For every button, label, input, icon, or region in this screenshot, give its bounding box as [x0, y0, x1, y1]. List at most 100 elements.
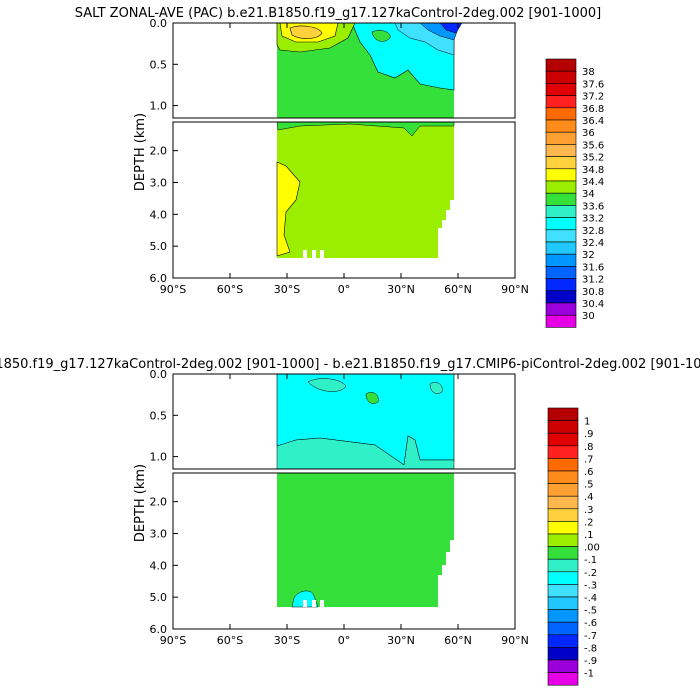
panel-2-upper-field — [276, 374, 455, 469]
colorbar-label: -.8 — [584, 643, 597, 654]
panel-2-lower-field — [277, 473, 454, 608]
y-tick-label: 2.0 — [150, 496, 168, 509]
colorbar-label: .7 — [584, 454, 594, 465]
colorbar-label: 37.2 — [582, 92, 604, 103]
negative-bottom-patch — [291, 590, 319, 608]
x-tick-label: 30°S — [274, 283, 300, 296]
colorbar-label: 32.8 — [582, 226, 604, 237]
colorbar-label: -.9 — [584, 656, 597, 667]
fresh-region-deep — [439, 23, 463, 34]
colorbar-label: .1 — [584, 530, 594, 541]
colorbar-label: .9 — [584, 429, 594, 440]
colorbar-box — [547, 558, 579, 573]
panel-1-ylabel: DEPTH (km) — [133, 113, 148, 191]
colorbar-box — [547, 634, 579, 648]
x-tick-label: 90°S — [160, 634, 186, 647]
colorbar-box — [547, 571, 579, 585]
colorbar-label: 36.8 — [582, 104, 604, 115]
colorbar-label: 33.6 — [582, 201, 604, 212]
x-tick-label: 90°N — [501, 634, 529, 647]
surface-green-band — [276, 122, 455, 137]
colorbar-label: -1 — [584, 669, 594, 680]
x-tick-label: 0° — [338, 634, 351, 647]
x-tick-label: 30°N — [387, 283, 415, 296]
colorbar-box — [545, 168, 577, 182]
colorbar-label: 34 — [582, 189, 595, 200]
colorbar-box — [547, 483, 579, 497]
colorbar-label: 30.8 — [582, 287, 604, 298]
panel-1: SALT ZONAL-AVE (PAC) b.e21.B1850.f19_g17… — [75, 6, 604, 328]
colorbar-label: -.7 — [584, 631, 597, 642]
colorbar-label: 30 — [582, 311, 595, 322]
small-green-patch — [371, 30, 391, 42]
colorbar-label: -.3 — [584, 580, 597, 591]
colorbar-label: 34.8 — [582, 165, 604, 176]
x-tick-label: 30°S — [274, 634, 300, 647]
colorbar-box — [545, 119, 577, 133]
salinity-deep-base — [277, 122, 454, 258]
colorbar-label: .00 — [584, 543, 600, 554]
x-tick-label: 60°S — [217, 283, 243, 296]
colorbar-box — [547, 596, 579, 610]
colorbar-box — [545, 107, 577, 121]
x-tick-label: 0° — [338, 283, 351, 296]
y-tick-label: 4.0 — [150, 208, 168, 221]
colorbar-box — [547, 445, 579, 459]
x-tick-label: 90°N — [501, 283, 529, 296]
positive-upper-bottom — [276, 435, 455, 469]
colorbar-box — [547, 584, 579, 598]
positive-upper-patch-2 — [365, 392, 379, 404]
bottom-gaps-2 — [303, 600, 324, 607]
x-tick-label: 60°S — [217, 634, 243, 647]
panel-1-axes: 90°S 60°S 30°S 0° 30°N 60°N 90°N 0.0 0.5 1.0 2.0 3.… — [150, 17, 529, 296]
colorbar-box — [547, 470, 579, 484]
y-tick-label: 4.0 — [150, 559, 168, 572]
colorbar-label: 34.4 — [582, 177, 604, 188]
colorbar-box — [547, 659, 579, 673]
y-tick-label: 0.0 — [150, 368, 168, 381]
colorbar-box — [545, 144, 577, 157]
y-tick-label: 1.0 — [150, 451, 168, 464]
colorbar-label: 35.2 — [582, 153, 604, 164]
colorbar-label: -.2 — [584, 568, 597, 579]
colorbar-label: .4 — [584, 492, 594, 503]
colorbar-label: .2 — [584, 517, 594, 528]
colorbar-box — [547, 407, 579, 421]
colorbar-label: -.5 — [584, 606, 597, 617]
colorbar-label: 36 — [582, 128, 595, 139]
colorbar-box — [545, 180, 577, 194]
panel-2: B1850.f19_g17.127kaControl-2deg.002 [901… — [0, 357, 700, 686]
y-tick-label: 6.0 — [150, 272, 168, 285]
colorbar-box — [545, 156, 577, 170]
y-tick-label: 5.0 — [150, 240, 168, 253]
colorbar-box — [547, 521, 579, 535]
colorbar-box — [547, 609, 579, 623]
colorbar-box — [545, 314, 577, 328]
colorbar-label: -.1 — [584, 555, 597, 566]
colorbar-box — [545, 95, 577, 109]
colorbar-box — [545, 205, 577, 218]
colorbar-label: .3 — [584, 505, 594, 516]
colorbar-label: .8 — [584, 442, 594, 453]
panel-2-title: B1850.f19_g17.127kaControl-2deg.002 [901… — [0, 357, 700, 372]
bottom-gaps — [303, 250, 324, 258]
panel-1-lower-field — [276, 122, 455, 258]
salty-region-core — [289, 25, 323, 39]
colorbar-label: 38 — [582, 67, 595, 78]
colorbar-box — [547, 621, 579, 636]
colorbar-label: 31.6 — [582, 262, 604, 273]
x-tick-label: 30°N — [387, 634, 415, 647]
panel-1-title: SALT ZONAL-AVE (PAC) b.e21.B1850.f19_g17… — [75, 6, 602, 21]
colorbar-box — [545, 253, 577, 267]
y-tick-label: 0.0 — [150, 17, 168, 30]
colorbar-box — [545, 131, 577, 145]
colorbar-label: 32 — [582, 250, 595, 261]
y-tick-label: 6.0 — [150, 623, 168, 636]
y-tick-label: 0.5 — [150, 409, 168, 422]
positive-upper-patch-3 — [429, 382, 443, 394]
colorbar-label: 33.2 — [582, 214, 604, 225]
colorbar-box — [547, 420, 579, 434]
colorbar-box — [545, 278, 577, 292]
panel-1-upper-field — [276, 23, 463, 118]
